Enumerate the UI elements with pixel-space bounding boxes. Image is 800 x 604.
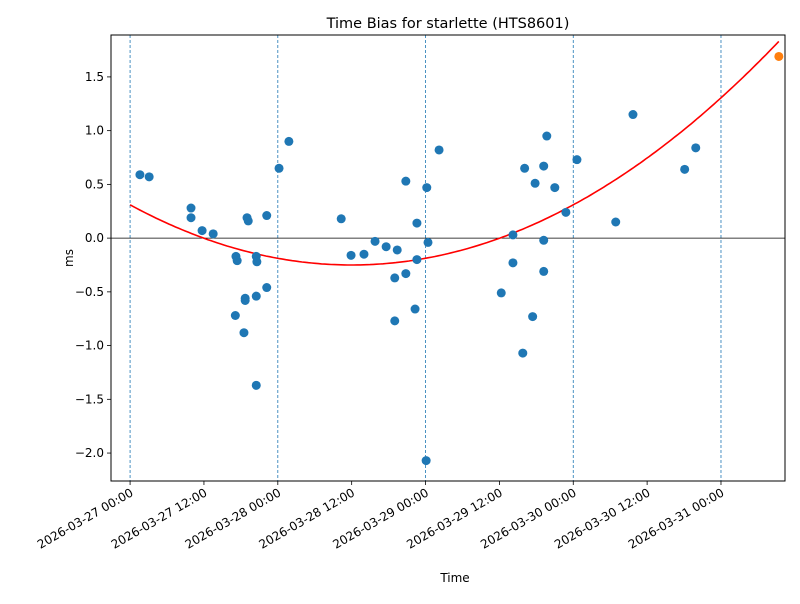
data-point xyxy=(262,211,272,221)
prediction-point xyxy=(774,51,784,61)
y-tick-label: 0.5 xyxy=(85,177,104,191)
data-point xyxy=(239,328,249,338)
data-point xyxy=(422,183,432,193)
data-point xyxy=(346,250,356,260)
data-point xyxy=(572,155,582,165)
data-point xyxy=(561,207,571,217)
data-point xyxy=(381,242,391,252)
y-tick-label: −2.0 xyxy=(75,446,104,460)
data-point xyxy=(496,288,506,298)
y-tick-label: −1.5 xyxy=(75,392,104,406)
data-point xyxy=(230,310,240,320)
y-tick-label: 0.0 xyxy=(85,231,104,245)
data-point xyxy=(421,456,431,466)
y-tick-label: 1.5 xyxy=(85,70,104,84)
y-axis-label: ms xyxy=(62,249,76,267)
data-point xyxy=(186,203,196,213)
data-point xyxy=(530,178,540,188)
data-point xyxy=(370,236,380,246)
data-point xyxy=(197,226,207,236)
data-point xyxy=(412,218,422,228)
data-point xyxy=(251,291,261,301)
data-point xyxy=(528,312,538,322)
data-points xyxy=(135,51,784,466)
data-point xyxy=(390,316,400,326)
data-point xyxy=(423,237,433,247)
data-point xyxy=(434,145,444,155)
data-point xyxy=(135,170,145,180)
data-point xyxy=(390,273,400,283)
data-point xyxy=(284,136,294,146)
data-point xyxy=(691,143,701,153)
data-point xyxy=(392,245,402,255)
data-point xyxy=(252,257,262,267)
data-point xyxy=(251,380,261,390)
data-point xyxy=(550,183,560,193)
data-point xyxy=(508,230,518,240)
plot-frame xyxy=(110,34,786,482)
data-point xyxy=(520,163,530,173)
data-point xyxy=(412,255,422,265)
y-tick-label: −0.5 xyxy=(75,285,104,299)
data-point xyxy=(539,235,549,245)
data-point xyxy=(274,163,284,173)
data-point xyxy=(542,131,552,141)
data-point xyxy=(680,164,690,174)
fit-curve xyxy=(129,40,780,266)
x-axis-label: Time xyxy=(439,571,469,585)
data-point xyxy=(336,214,346,224)
data-point xyxy=(359,249,369,259)
y-tick-label: −1.0 xyxy=(75,339,104,353)
data-point xyxy=(208,229,218,239)
data-point xyxy=(144,172,154,182)
data-point xyxy=(243,216,253,226)
data-point xyxy=(240,295,250,305)
fit-curve-group xyxy=(129,40,780,266)
data-point xyxy=(508,258,518,268)
y-tick-label: 1.0 xyxy=(85,124,104,138)
data-point xyxy=(518,348,528,358)
data-point xyxy=(611,217,621,227)
data-point xyxy=(410,304,420,314)
data-point xyxy=(262,283,272,293)
data-point xyxy=(401,269,411,279)
data-point xyxy=(186,213,196,223)
data-point xyxy=(539,161,549,171)
data-point xyxy=(539,266,549,276)
chart-title: Time Bias for starlette (HTS8601) xyxy=(326,16,570,32)
data-point xyxy=(232,256,242,266)
data-point xyxy=(401,176,411,186)
data-point xyxy=(628,110,638,120)
y-axis-ticks: 1.5 1.0 0.5 0.0 −0.5 −1.0 −1.5 −2.0 xyxy=(75,70,111,460)
